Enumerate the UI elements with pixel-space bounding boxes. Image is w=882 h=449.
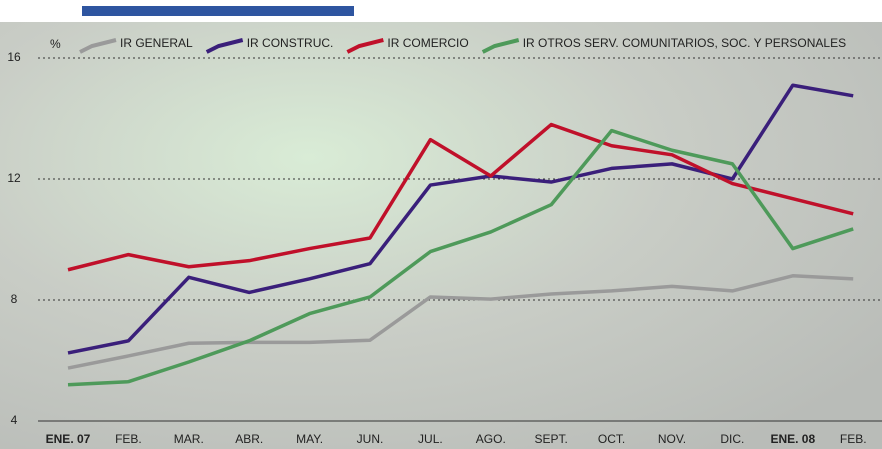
legend-label: IR GENERAL [120,36,193,50]
series-line [67,83,854,355]
y-unit-label: % [50,37,61,51]
header-bar [82,6,354,16]
x-tick-label: SEPT. [535,432,568,446]
x-tick-label: FEB. [115,432,142,446]
legend-label: IR COMERCIO [387,36,468,50]
legend-icon [79,38,117,54]
legend-icon [205,38,244,54]
legend-icon [346,38,384,54]
x-tick-label: ENE. 07 [46,432,91,446]
series-line [67,122,854,272]
x-tick-label: ABR. [235,432,263,446]
x-tick-label: AGO. [476,432,506,446]
x-tick-label: JUN. [357,432,384,446]
x-tick-label: FEB. [840,432,867,446]
x-tick-label: NOV. [658,432,686,446]
legend-icon [481,38,520,54]
x-tick-label: MAY. [296,432,323,446]
y-tick-label: 8 [11,292,18,306]
x-tick-label: JUL. [418,432,443,446]
legend-label: IR CONSTRUC. [247,36,334,50]
series-line [67,128,854,387]
x-tick-label: ENE. 08 [770,432,815,446]
series-line [67,274,854,370]
header-strip [0,0,882,22]
y-tick-label: 4 [11,413,18,427]
x-tick-label: DIC. [720,432,744,446]
legend-label: IR OTROS SERV. COMUNITARIOS, SOC. Y PERS… [523,36,846,50]
x-tick-label: MAR. [174,432,204,446]
x-tick-label: OCT. [598,432,625,446]
y-tick-label: 16 [7,50,21,64]
y-tick-label: 12 [7,171,21,185]
